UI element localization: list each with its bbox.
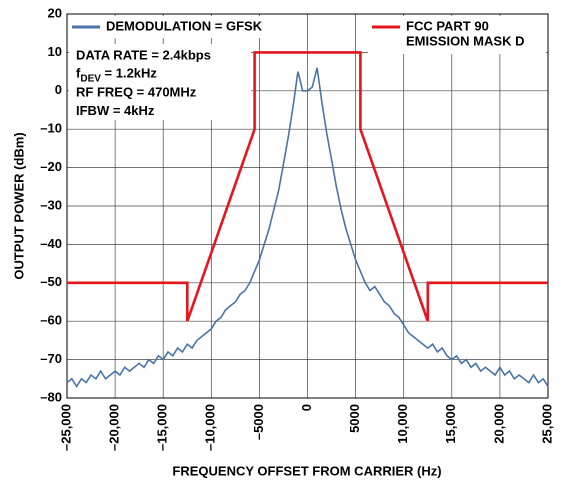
plot-frame	[66, 13, 549, 399]
x-tick-label: –15,000	[155, 404, 170, 451]
legend-box	[368, 16, 546, 54]
y-axis-label: OUTPUT POWER (dBm)	[11, 132, 26, 279]
x-tick-label: –5000	[251, 404, 266, 440]
annotation-part: f	[76, 66, 81, 81]
x-tick-label: 10,000	[395, 404, 410, 444]
x-axis-label: FREQUENCY OFFSET FROM CARRIER (Hz)	[172, 463, 441, 478]
y-tick-label: –40	[40, 236, 62, 251]
y-tick-label: –30	[40, 197, 62, 212]
y-tick-label: –20	[40, 159, 62, 174]
x-tick-label: –10,000	[203, 404, 218, 451]
x-tick-label: 0	[299, 404, 314, 411]
y-tick-label: –80	[40, 389, 62, 404]
annotation-part: = 1.2kHz	[101, 66, 158, 81]
annotation: IFBW = 4kHz	[76, 103, 155, 118]
y-tick-label: –70	[40, 351, 62, 366]
x-tick-label: 15,000	[443, 404, 458, 444]
x-tick-label: 5000	[347, 404, 362, 433]
series-line	[67, 51, 548, 322]
annotation: RF FREQ = 470MHz	[76, 84, 197, 99]
y-tick-label: 0	[55, 82, 62, 97]
annotation-subscript: DEV	[80, 73, 101, 84]
annotation-box	[69, 44, 251, 120]
y-tick-label: –10	[40, 121, 62, 136]
y-tick-label: 20	[48, 5, 62, 20]
y-tick-label: –50	[40, 274, 62, 289]
annotation: fDEV = 1.2kHz	[76, 66, 157, 84]
series-line	[66, 67, 549, 389]
y-tick-label: –60	[40, 313, 62, 328]
x-tick-label: –20,000	[107, 404, 122, 451]
x-tick-label: 20,000	[491, 404, 506, 444]
legend-label: EMISSION MASK D	[406, 33, 524, 48]
x-tick-label: 25,000	[539, 404, 554, 444]
legend-label: FCC PART 90	[406, 18, 489, 33]
x-tick-label: –25,000	[58, 404, 73, 451]
y-tick-label: 10	[48, 44, 62, 59]
legend-box	[69, 16, 299, 38]
annotation: DATA RATE = 2.4kbps	[76, 47, 211, 62]
legend-label: DEMODULATION = GFSK	[106, 18, 263, 33]
